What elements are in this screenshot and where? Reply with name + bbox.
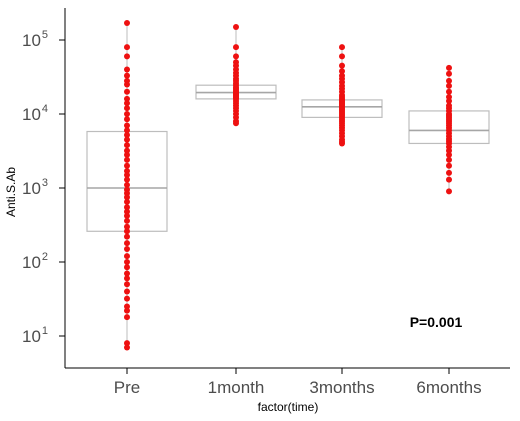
data-point: [124, 116, 130, 123]
data-point: [124, 259, 130, 265]
y-tick-label: 101: [22, 325, 48, 346]
data-point: [446, 82, 452, 89]
data-point: [124, 142, 130, 149]
data-point: [124, 171, 130, 178]
data-point: [124, 151, 130, 158]
data-point: [124, 264, 130, 271]
data-point: [124, 81, 130, 88]
data-point: [124, 132, 130, 139]
data-point: [124, 19, 130, 26]
data-point: [446, 88, 452, 95]
data-point: [446, 77, 452, 84]
data-point: [124, 147, 130, 154]
x-tick-label: 1month: [208, 378, 265, 397]
data-point: [124, 307, 130, 314]
data-point: [124, 303, 130, 310]
data-point: [124, 181, 130, 188]
x-tick-label: 6months: [416, 378, 481, 397]
data-point: [339, 53, 345, 60]
data-point: [124, 288, 130, 295]
data-point: [446, 169, 452, 176]
p-value-annotation: P=0.001: [410, 314, 463, 330]
data-point: [124, 194, 130, 201]
data-point: [124, 122, 130, 129]
data-point: [446, 147, 452, 154]
data-point: [233, 53, 239, 60]
data-point: [124, 208, 130, 215]
data-point: [339, 68, 345, 75]
data-point: [446, 97, 452, 104]
data-point: [124, 198, 130, 205]
data-point: [446, 64, 452, 71]
data-point: [233, 44, 239, 51]
data-point: [124, 88, 130, 95]
data-point: [124, 340, 130, 347]
data-point: [124, 95, 130, 102]
data-point: [124, 212, 130, 219]
data-point: [446, 176, 452, 183]
data-point: [124, 66, 130, 73]
data-point: [339, 62, 345, 69]
data-point: [446, 151, 452, 158]
data-point: [124, 270, 130, 277]
data-point: [446, 188, 452, 195]
data-point: [124, 233, 130, 240]
data-point: [124, 253, 130, 260]
data-point: [124, 295, 130, 302]
data-point: [124, 223, 130, 230]
x-tick-label: Pre: [114, 378, 140, 397]
data-point: [233, 120, 239, 127]
y-axis-title: Anti.S.Ab: [4, 167, 18, 217]
data-point: [339, 44, 345, 51]
data-point: [124, 275, 130, 282]
data-point: [124, 111, 130, 117]
y-axis-ticks: 101 102 103 104 105: [22, 29, 65, 346]
data-point: [124, 240, 130, 247]
data-point: [124, 228, 130, 235]
data-point: [124, 156, 130, 163]
data-point: [446, 162, 452, 169]
data-point: [124, 72, 130, 79]
data-point: [124, 217, 130, 224]
data-point: [124, 136, 130, 143]
data-point: [124, 344, 130, 351]
x-tick-label: 3months: [309, 378, 374, 397]
data-point: [339, 140, 345, 147]
data-point: [124, 245, 130, 252]
y-tick-label: 103: [22, 177, 48, 198]
data-point: [124, 44, 130, 51]
data-point: [124, 176, 130, 183]
data-point: [124, 204, 130, 211]
x-axis-ticks: Pre 1month 3months 6months: [114, 368, 482, 397]
y-tick-label: 102: [22, 251, 48, 272]
axes-layer: [64, 8, 510, 369]
x-axis-title: factor(time): [258, 400, 319, 414]
data-point: [124, 105, 130, 112]
points-layer: [124, 19, 452, 351]
y-tick-label: 105: [22, 29, 48, 50]
data-point: [124, 100, 130, 107]
data-point: [446, 70, 452, 77]
data-point: [233, 23, 239, 30]
data-point: [124, 162, 130, 169]
data-point: [124, 127, 130, 134]
data-point: [124, 53, 130, 60]
data-point: [446, 156, 452, 163]
boxes-layer: [86, 22, 490, 348]
data-point: [124, 314, 130, 321]
data-point: [124, 281, 130, 288]
y-tick-label: 104: [22, 103, 48, 124]
